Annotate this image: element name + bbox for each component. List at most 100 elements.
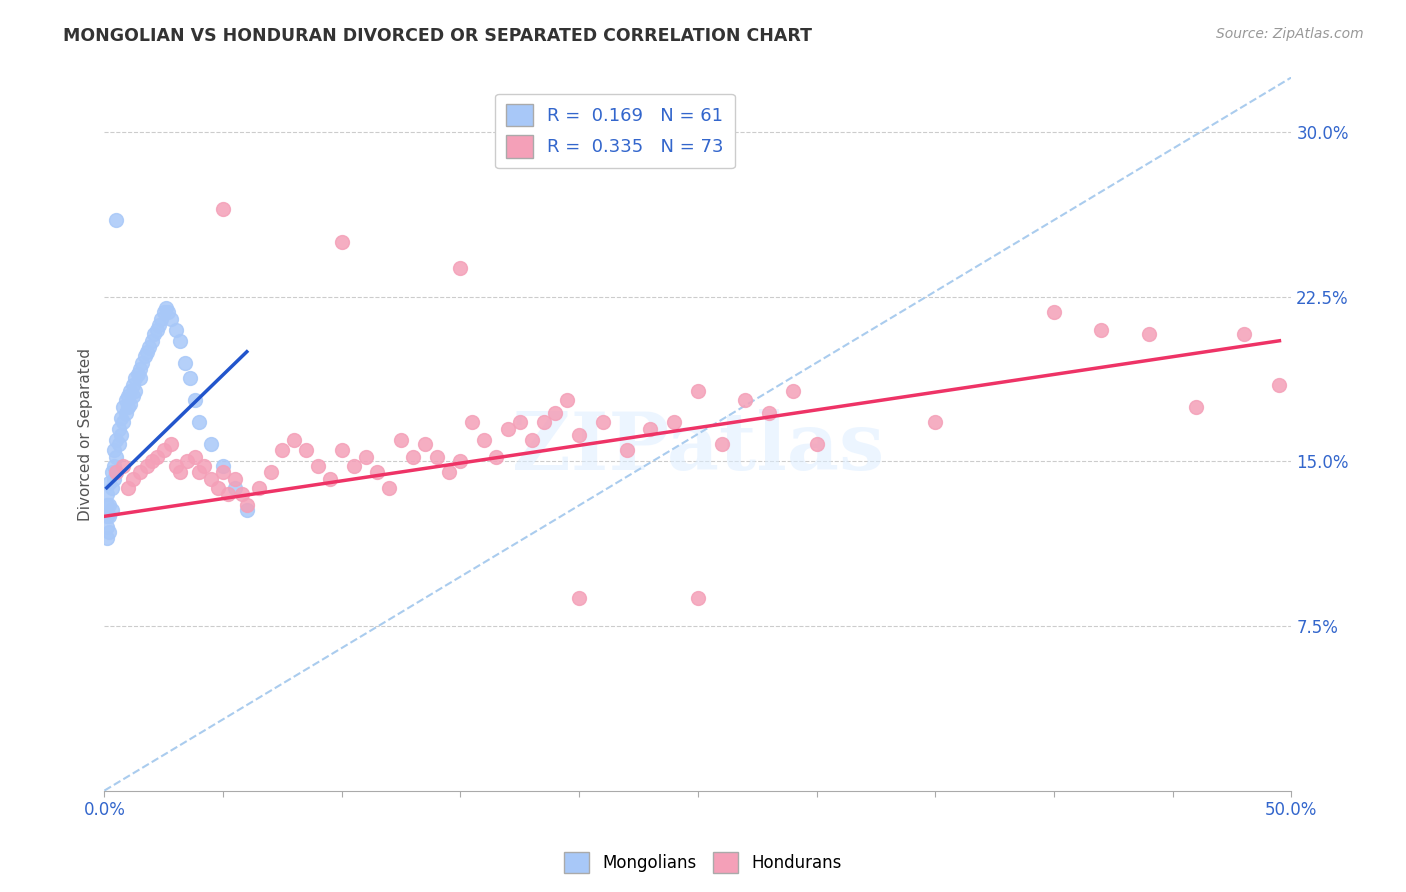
Point bbox=[224, 481, 246, 495]
Point bbox=[112, 415, 135, 429]
Point bbox=[96, 509, 118, 524]
Point bbox=[136, 344, 159, 359]
Point bbox=[472, 433, 495, 447]
Point bbox=[152, 443, 174, 458]
Point bbox=[120, 384, 142, 399]
Point bbox=[231, 487, 253, 501]
Point bbox=[710, 437, 733, 451]
Point bbox=[141, 454, 163, 468]
Point bbox=[283, 433, 305, 447]
Point bbox=[413, 437, 436, 451]
Point bbox=[183, 450, 205, 464]
Point bbox=[105, 466, 128, 480]
Point bbox=[127, 367, 149, 381]
Point bbox=[105, 213, 128, 227]
Point bbox=[124, 371, 146, 385]
Point bbox=[200, 437, 222, 451]
Point bbox=[124, 384, 146, 399]
Point bbox=[96, 499, 118, 513]
Point bbox=[136, 458, 159, 473]
Point bbox=[450, 261, 472, 276]
Point bbox=[592, 415, 614, 429]
Point bbox=[98, 509, 121, 524]
Point bbox=[247, 481, 270, 495]
Point bbox=[145, 323, 167, 337]
Point bbox=[782, 384, 804, 399]
Point bbox=[544, 406, 567, 420]
Point bbox=[107, 437, 129, 451]
Point bbox=[354, 450, 377, 464]
Point bbox=[165, 323, 187, 337]
Point bbox=[271, 443, 294, 458]
Point bbox=[176, 454, 198, 468]
Point bbox=[640, 421, 662, 435]
Point bbox=[1185, 400, 1208, 414]
Point bbox=[105, 450, 128, 464]
Point bbox=[450, 454, 472, 468]
Text: ZIPatlas: ZIPatlas bbox=[512, 409, 884, 487]
Point bbox=[96, 487, 118, 501]
Point bbox=[129, 371, 152, 385]
Point bbox=[259, 466, 281, 480]
Point bbox=[100, 502, 122, 516]
Point bbox=[174, 356, 197, 370]
Point bbox=[307, 458, 329, 473]
Point bbox=[686, 384, 709, 399]
Point bbox=[105, 466, 128, 480]
Point bbox=[160, 437, 183, 451]
Point bbox=[110, 410, 132, 425]
Point bbox=[98, 524, 121, 539]
Point bbox=[330, 235, 353, 249]
Point bbox=[96, 520, 118, 534]
Point bbox=[183, 392, 205, 407]
Point bbox=[662, 415, 685, 429]
Legend: R =  0.169   N = 61, R =  0.335   N = 73: R = 0.169 N = 61, R = 0.335 N = 73 bbox=[495, 94, 734, 169]
Point bbox=[555, 392, 578, 407]
Point bbox=[122, 472, 145, 486]
Point bbox=[157, 305, 180, 319]
Point bbox=[686, 591, 709, 605]
Point bbox=[389, 433, 412, 447]
Point bbox=[134, 349, 156, 363]
Point bbox=[103, 458, 125, 473]
Point bbox=[103, 472, 125, 486]
Point bbox=[145, 450, 167, 464]
Point bbox=[616, 443, 638, 458]
Point bbox=[437, 466, 460, 480]
Point bbox=[224, 472, 246, 486]
Point bbox=[217, 487, 239, 501]
Point bbox=[806, 437, 828, 451]
Point bbox=[112, 400, 135, 414]
Legend: Mongolians, Hondurans: Mongolians, Hondurans bbox=[557, 846, 849, 880]
Point bbox=[509, 415, 531, 429]
Point bbox=[533, 415, 555, 429]
Point bbox=[1043, 305, 1066, 319]
Point bbox=[117, 400, 139, 414]
Point bbox=[165, 458, 187, 473]
Text: Source: ZipAtlas.com: Source: ZipAtlas.com bbox=[1216, 27, 1364, 41]
Point bbox=[120, 397, 142, 411]
Point bbox=[110, 428, 132, 442]
Point bbox=[402, 450, 425, 464]
Point bbox=[188, 415, 211, 429]
Point bbox=[141, 334, 163, 348]
Point bbox=[568, 591, 591, 605]
Point bbox=[520, 433, 543, 447]
Point bbox=[138, 340, 160, 354]
Point bbox=[114, 392, 136, 407]
Point bbox=[155, 301, 177, 315]
Point bbox=[319, 472, 342, 486]
Point bbox=[330, 443, 353, 458]
Point bbox=[343, 458, 366, 473]
Point bbox=[1268, 377, 1291, 392]
Point bbox=[212, 466, 235, 480]
Point bbox=[117, 389, 139, 403]
Point bbox=[143, 327, 166, 342]
Point bbox=[129, 466, 152, 480]
Point bbox=[98, 476, 121, 491]
Point bbox=[114, 406, 136, 420]
Point bbox=[96, 531, 118, 545]
Point bbox=[212, 458, 235, 473]
Point bbox=[169, 466, 191, 480]
Point bbox=[100, 466, 122, 480]
